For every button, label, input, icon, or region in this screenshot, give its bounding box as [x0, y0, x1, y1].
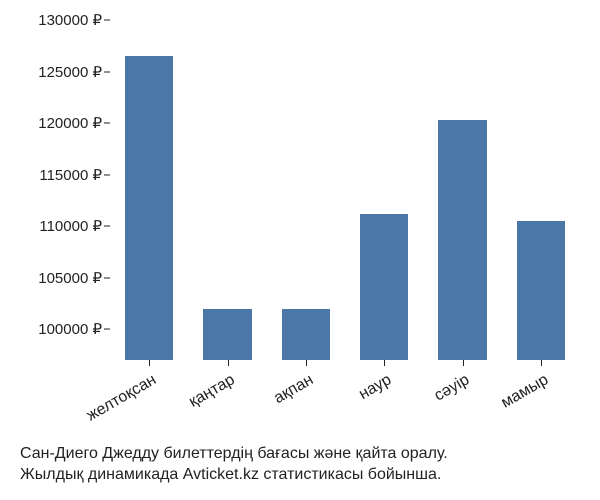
- x-tick-label: ақпан: [271, 371, 317, 408]
- y-tick-label: 110000 ₽: [39, 217, 102, 235]
- x-axis: желтоқсанқаңтарақпаннаурсәуірмамыр: [110, 360, 580, 440]
- x-tick-label: желтоқсан: [84, 371, 160, 425]
- y-tick-label: 130000 ₽: [38, 11, 102, 29]
- bar: [125, 56, 174, 360]
- bar: [282, 309, 331, 361]
- caption-line-1: Сан-Диего Джедду билеттердің бағасы және…: [20, 443, 448, 465]
- bar: [360, 214, 409, 360]
- x-tick-label: қаңтар: [186, 371, 238, 411]
- x-tick-label: сәуір: [432, 371, 473, 405]
- bars-layer: [110, 20, 580, 360]
- x-tick-mark: [149, 360, 150, 366]
- x-tick-label: наур: [356, 371, 395, 404]
- chart-caption: Сан-Диего Джедду билеттердің бағасы және…: [20, 443, 448, 486]
- y-tick-label: 105000 ₽: [38, 269, 102, 287]
- caption-line-2: Жылдық динамикада Avticket.kz статистика…: [20, 464, 448, 486]
- x-tick-mark: [384, 360, 385, 366]
- bar: [438, 120, 487, 360]
- bar: [517, 221, 566, 360]
- x-tick-mark: [306, 360, 307, 366]
- x-tick-mark: [541, 360, 542, 366]
- y-tick-label: 100000 ₽: [38, 320, 102, 338]
- x-tick-mark: [228, 360, 229, 366]
- y-tick-label: 125000 ₽: [38, 63, 102, 81]
- y-tick-label: 115000 ₽: [39, 166, 102, 184]
- y-axis: 100000 ₽ 105000 ₽ 110000 ₽ 115000 ₽ 120000 ₽…: [0, 20, 110, 360]
- x-tick-label: мамыр: [498, 371, 551, 412]
- plot-area: [110, 20, 580, 360]
- bar: [203, 309, 252, 361]
- y-tick-label: 120000 ₽: [38, 114, 102, 132]
- x-tick-mark: [463, 360, 464, 366]
- chart-container: 100000 ₽ 105000 ₽ 110000 ₽ 115000 ₽ 120000 ₽…: [0, 0, 600, 500]
